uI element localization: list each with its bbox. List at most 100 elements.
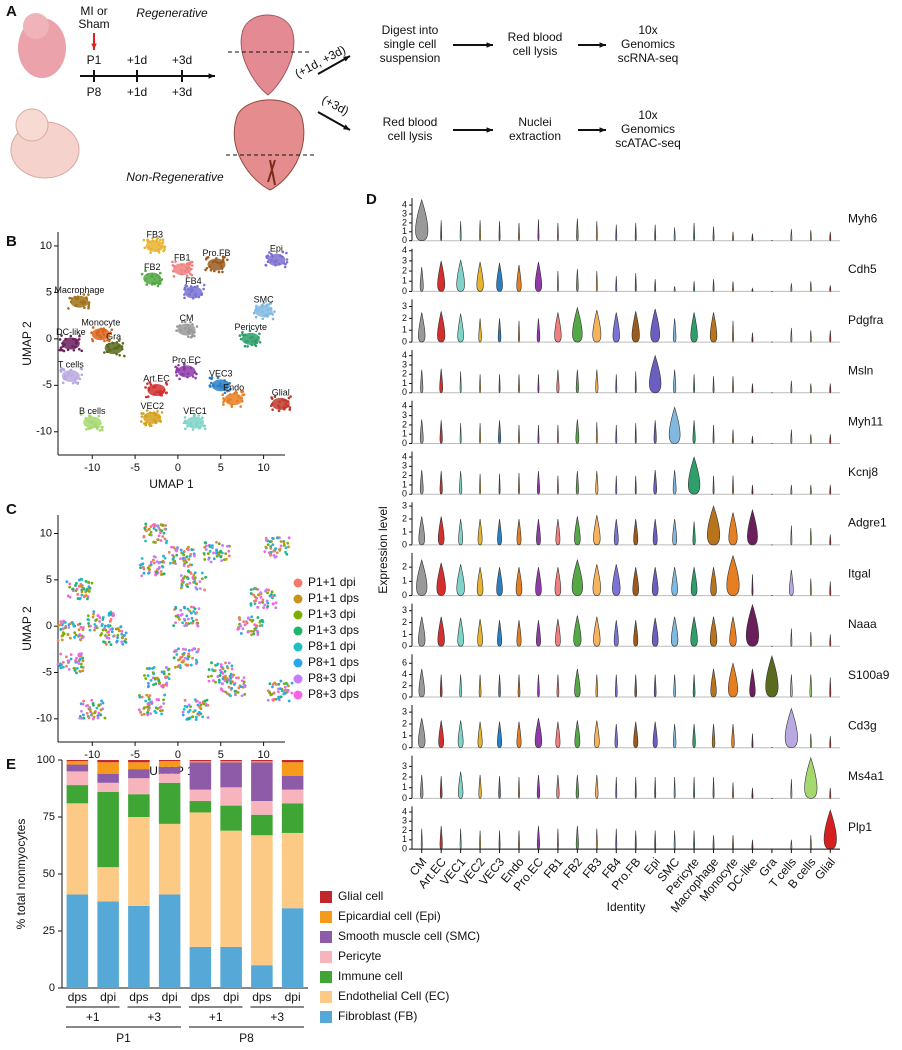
violin xyxy=(592,564,601,596)
cell-dot xyxy=(146,711,149,715)
cell-dot xyxy=(258,332,261,336)
cluster-label: Pericyte xyxy=(234,322,267,332)
y-tick-label: 0 xyxy=(402,235,407,245)
cell-dot xyxy=(196,621,200,625)
cell-dot xyxy=(74,581,78,585)
y-tick-label: -10 xyxy=(36,426,52,438)
cell-dot xyxy=(195,372,198,376)
violin xyxy=(518,830,520,850)
cell-dot xyxy=(191,428,195,431)
legend-swatch xyxy=(293,610,303,620)
cell-dot xyxy=(152,683,155,687)
gene-label: Itgal xyxy=(848,566,871,580)
cell-dot xyxy=(58,338,62,341)
violin xyxy=(732,376,734,394)
cell-dot xyxy=(183,362,186,366)
gene-label: Msln xyxy=(848,364,873,378)
cluster-label: DC-like xyxy=(56,327,86,337)
violin xyxy=(751,287,754,292)
violin xyxy=(420,369,424,394)
cell-dot xyxy=(120,632,124,636)
cluster-label: T cells xyxy=(58,359,84,369)
bar-segment xyxy=(158,773,181,783)
cell-dot xyxy=(80,588,84,592)
violin xyxy=(534,717,543,749)
y-axis-label: UMAP 2 xyxy=(20,321,34,366)
violin xyxy=(555,618,561,647)
cell-dot xyxy=(185,555,189,559)
y-tick-label: -5 xyxy=(42,666,52,678)
violin xyxy=(498,674,501,698)
legend-label: Pericyte xyxy=(338,949,382,963)
cell-dot xyxy=(153,676,157,680)
cell-dot xyxy=(268,540,272,544)
cell-dot xyxy=(194,362,198,365)
cell-dot xyxy=(254,344,258,348)
cell-dot xyxy=(268,251,271,254)
cell-dot xyxy=(278,547,282,551)
cell-dot xyxy=(191,621,195,625)
cell-dot xyxy=(88,628,92,632)
violin xyxy=(575,774,579,799)
violin xyxy=(418,312,426,343)
cell-dot xyxy=(183,416,187,419)
cell-dot xyxy=(184,427,187,431)
cell-dot xyxy=(220,551,224,555)
violin xyxy=(554,567,562,596)
cell-dot xyxy=(59,662,62,666)
cell-dot xyxy=(87,293,90,296)
cell-dot xyxy=(65,664,68,668)
cell-dot xyxy=(175,553,179,557)
violin xyxy=(479,220,481,242)
cell-dot xyxy=(79,638,83,642)
violin xyxy=(516,620,522,647)
step-label: suspension xyxy=(380,51,441,65)
cell-dot xyxy=(221,270,224,274)
cluster xyxy=(207,258,226,271)
panel-label: A xyxy=(6,3,17,20)
violin xyxy=(439,470,443,495)
cell-dot xyxy=(189,605,193,609)
violin xyxy=(418,717,426,749)
violin xyxy=(673,227,676,242)
cell-dot xyxy=(256,605,260,609)
bar-segment xyxy=(158,761,181,767)
cell-dot xyxy=(147,708,150,712)
cell-dot xyxy=(179,548,183,552)
cell-dot xyxy=(181,578,184,582)
cell-dot xyxy=(78,669,82,673)
cell-dot xyxy=(190,273,194,277)
cell-dot xyxy=(174,614,178,618)
cell-dot xyxy=(265,599,269,603)
violin xyxy=(615,424,618,444)
y-tick-label: 0 xyxy=(402,641,407,651)
violin xyxy=(518,424,520,444)
cell-dot xyxy=(242,682,246,686)
cell-dot xyxy=(187,570,190,573)
cell-dot xyxy=(177,647,180,651)
cell-dot xyxy=(154,528,158,532)
violin xyxy=(595,674,599,698)
cell-dot xyxy=(221,255,225,259)
cell-dot xyxy=(68,636,72,640)
bar-segment xyxy=(128,905,150,988)
violin xyxy=(712,226,715,242)
cell-dot xyxy=(80,590,84,594)
bar-segment xyxy=(189,760,212,762)
violin xyxy=(654,279,657,292)
cell-dot xyxy=(239,405,242,408)
bar-segment xyxy=(128,778,150,795)
violin xyxy=(575,369,579,394)
cluster-label: Monocyte xyxy=(81,318,120,328)
cell-dot xyxy=(67,667,71,671)
cell-dot xyxy=(86,618,90,621)
cell-dot xyxy=(161,565,165,569)
cell-dot xyxy=(145,693,149,697)
cell-dot xyxy=(157,526,161,530)
cell-dot xyxy=(120,640,124,644)
cell-dot xyxy=(78,377,82,381)
cell-dot xyxy=(285,260,289,264)
cell-dot xyxy=(246,630,250,634)
violin xyxy=(476,567,484,596)
